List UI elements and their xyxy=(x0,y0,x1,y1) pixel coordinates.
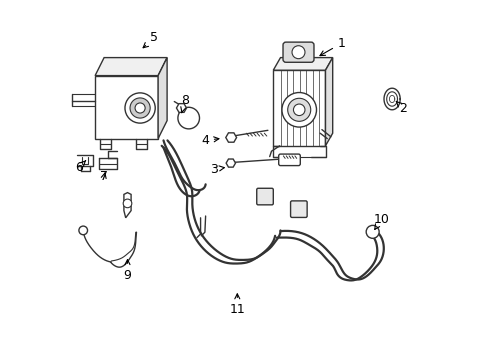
Text: 11: 11 xyxy=(229,294,244,316)
FancyBboxPatch shape xyxy=(283,42,313,62)
Text: 7: 7 xyxy=(100,170,108,183)
Text: 1: 1 xyxy=(319,37,345,55)
Polygon shape xyxy=(158,58,167,139)
Circle shape xyxy=(287,98,310,121)
Text: 9: 9 xyxy=(123,260,131,282)
Circle shape xyxy=(130,98,150,118)
FancyBboxPatch shape xyxy=(256,188,273,205)
Polygon shape xyxy=(95,58,167,76)
Polygon shape xyxy=(123,193,131,218)
Circle shape xyxy=(282,93,316,127)
Text: 3: 3 xyxy=(209,163,224,176)
Text: 6: 6 xyxy=(75,161,85,174)
Circle shape xyxy=(123,199,132,208)
Text: 2: 2 xyxy=(395,101,406,114)
Text: 4: 4 xyxy=(201,134,219,147)
FancyBboxPatch shape xyxy=(278,154,300,166)
FancyBboxPatch shape xyxy=(290,201,306,217)
Circle shape xyxy=(79,226,87,235)
Polygon shape xyxy=(325,58,332,146)
Circle shape xyxy=(125,93,155,123)
Circle shape xyxy=(135,103,145,113)
Text: 8: 8 xyxy=(181,94,189,113)
Circle shape xyxy=(291,46,305,59)
Bar xyxy=(95,76,158,139)
Polygon shape xyxy=(273,58,332,70)
Text: 5: 5 xyxy=(143,31,158,48)
Text: 10: 10 xyxy=(373,213,388,229)
Circle shape xyxy=(178,107,199,129)
Bar xyxy=(273,70,325,146)
Circle shape xyxy=(366,225,378,238)
Circle shape xyxy=(293,104,305,116)
